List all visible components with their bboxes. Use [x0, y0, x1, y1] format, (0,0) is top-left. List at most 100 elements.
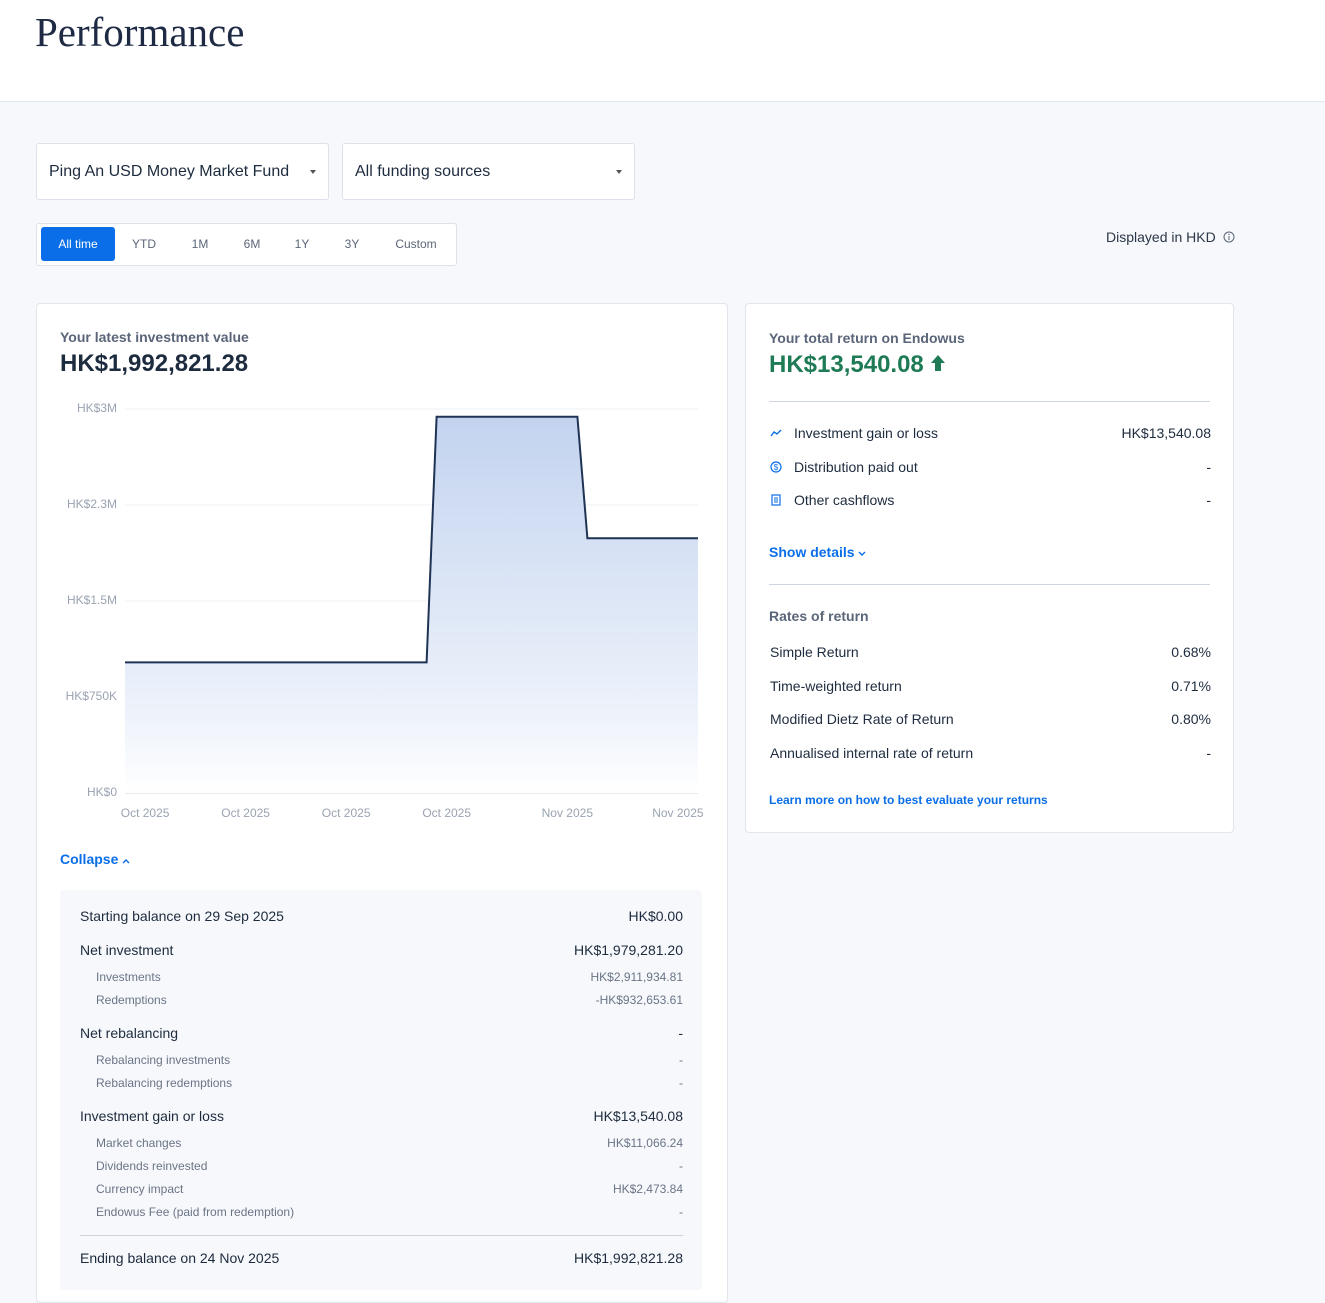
item-row-label: Market changes [96, 1136, 182, 1150]
period-tab[interactable]: 3Y [344, 237, 360, 251]
item-row-label: Currency impact [96, 1182, 184, 1196]
rates-title: Rates of return [769, 608, 869, 624]
item-row: Endowus Fee (paid from redemption) - [96, 1205, 683, 1219]
chart: HK$0 HK$750K HK$1.5M HK$2.3M HK$3M Oct 2025 Oc… [66, 401, 704, 820]
rate-row: Annualised internal rate of return - [770, 745, 1211, 761]
item-row-value: - [679, 1159, 683, 1173]
item-row-value: - [679, 1205, 683, 1219]
period-tab[interactable]: YTD [132, 237, 156, 251]
chevron-up [122, 859, 130, 864]
section-row-label: Investment gain or loss [80, 1108, 224, 1124]
x-tick-label: Nov 2025 [542, 806, 594, 820]
item-row: Rebalancing investments - [96, 1053, 683, 1067]
start-row-value: HK$0.00 [628, 908, 683, 924]
item-row-label: Rebalancing investments [96, 1053, 231, 1067]
end-row-label: Ending balance on 24 Nov 2025 [80, 1250, 280, 1266]
return-label: Your total return on Endowus [769, 330, 965, 346]
start-row: Starting balance on 29 Sep 2025 HK$0.00 [80, 908, 683, 924]
return-item-value: - [1206, 459, 1211, 475]
rate-value: 0.71% [1171, 678, 1211, 694]
item-icon [770, 429, 782, 437]
show-details-text: Show details [769, 544, 855, 560]
fund-select-text: Ping An USD Money Market Fund [49, 163, 290, 180]
return-item-left: Investment gain or loss [770, 425, 938, 441]
breakdown: Starting balance on 29 Sep 2025 HK$0.00 Ne… [60, 890, 702, 1290]
rate-label: Annualised internal rate of return [770, 745, 974, 761]
section-row-label: Net rebalancing [80, 1025, 179, 1041]
section-row-value: HK$13,540.08 [593, 1108, 683, 1124]
item-row-value: -HK$932,653.61 [595, 993, 683, 1007]
rate-value: 0.80% [1171, 711, 1211, 727]
section-row: Net investment HK$1,979,281.20 [80, 942, 683, 958]
period-tab[interactable]: 1Y [294, 237, 310, 251]
info-icon[interactable] [1223, 231, 1235, 243]
item-row-value: - [679, 1076, 683, 1090]
rate-value: - [1206, 745, 1211, 761]
source-select[interactable]: All funding sources [342, 143, 635, 200]
x-tick-label: Oct 2025 [221, 806, 270, 820]
chevron-down [858, 551, 866, 556]
currency-note: Displayed in HKD [1106, 229, 1235, 245]
collapse-toggle[interactable]: Collapse [60, 851, 130, 867]
fund-select[interactable]: Ping An USD Money Market Fund [36, 143, 329, 200]
return-value: HK$13,540.08 [769, 351, 924, 378]
period-tab[interactable]: 6M [243, 237, 261, 251]
y-tick-label: HK$750K [66, 689, 117, 703]
end-row: Ending balance on 24 Nov 2025 HK$1,992,82… [80, 1250, 683, 1266]
return-item-value: - [1206, 492, 1211, 508]
item-row-label: Redemptions [96, 993, 167, 1007]
item-row-label: Endowus Fee (paid from redemption) [96, 1205, 295, 1219]
item-row: Market changes HK$11,066.24 [96, 1136, 683, 1150]
return-card: Your total return on Endowus HK$13,540.0… [745, 303, 1234, 833]
value-label: Your latest investment value [60, 329, 249, 345]
return-item-label: Distribution paid out [794, 459, 918, 475]
item-row: Redemptions -HK$932,653.61 [96, 993, 683, 1007]
item-row-label: Dividends reinvested [96, 1159, 208, 1173]
value-amount: HK$1,992,821.28 [60, 350, 249, 377]
item-row-value: - [679, 1053, 683, 1067]
x-tick-label: Nov 2025 [652, 806, 704, 820]
item-icon: $ [770, 461, 782, 473]
rate-label: Modified Dietz Rate of Return [770, 711, 954, 727]
rate-row: Time-weighted return 0.71% [770, 678, 1211, 694]
end-row-value: HK$1,992,821.28 [574, 1250, 683, 1266]
item-row: Dividends reinvested - [96, 1159, 683, 1173]
y-tick-label: HK$0 [87, 785, 117, 799]
rate-row: Modified Dietz Rate of Return 0.80% [770, 711, 1211, 727]
rate-row: Simple Return 0.68% [770, 644, 1211, 660]
item-row-value: HK$11,066.24 [607, 1136, 683, 1150]
item-icon [771, 494, 781, 506]
rate-label: Time-weighted return [770, 678, 902, 694]
divider [80, 1235, 683, 1236]
section-row: Net rebalancing - [80, 1025, 683, 1041]
y-tick-label: HK$2.3M [67, 497, 117, 511]
show-details[interactable]: Show details [769, 544, 866, 560]
start-row-label: Starting balance on 29 Sep 2025 [80, 908, 284, 924]
collapse-text: Collapse [60, 851, 119, 867]
learn-more[interactable]: Learn more on how to best evaluate your … [769, 793, 1048, 807]
item-row-value: HK$2,473.84 [612, 1182, 683, 1196]
x-tick-label: Oct 2025 [422, 806, 471, 820]
line [125, 415, 698, 664]
return-item: Other cashflows - [770, 492, 1211, 508]
area [125, 416, 698, 793]
item-row-value: HK$2,911,934.81 [590, 970, 683, 984]
currency-text: Displayed in HKD [1106, 229, 1216, 245]
x-tick-label: Oct 2025 [322, 806, 371, 820]
return-item-left: $ Distribution paid out [770, 459, 918, 475]
return-item-value: HK$13,540.08 [1121, 425, 1211, 441]
period-tab[interactable]: All time [41, 227, 115, 261]
y-tick-label: HK$1.5M [67, 593, 117, 607]
divider [769, 401, 1210, 402]
section-row-value: HK$1,979,281.20 [574, 942, 683, 958]
item-row-label: Investments [96, 970, 161, 984]
section-row: Investment gain or loss HK$13,540.08 [80, 1108, 683, 1124]
source-select-text: All funding sources [355, 163, 491, 180]
return-item-label: Other cashflows [794, 492, 895, 508]
period-tab[interactable]: Custom [395, 237, 437, 251]
page-title: Performance [35, 9, 245, 55]
divider [769, 584, 1210, 585]
item-row: Investments HK$2,911,934.81 [96, 970, 683, 984]
period-tab[interactable]: 1M [191, 237, 209, 251]
item-row: Rebalancing redemptions - [96, 1076, 683, 1090]
